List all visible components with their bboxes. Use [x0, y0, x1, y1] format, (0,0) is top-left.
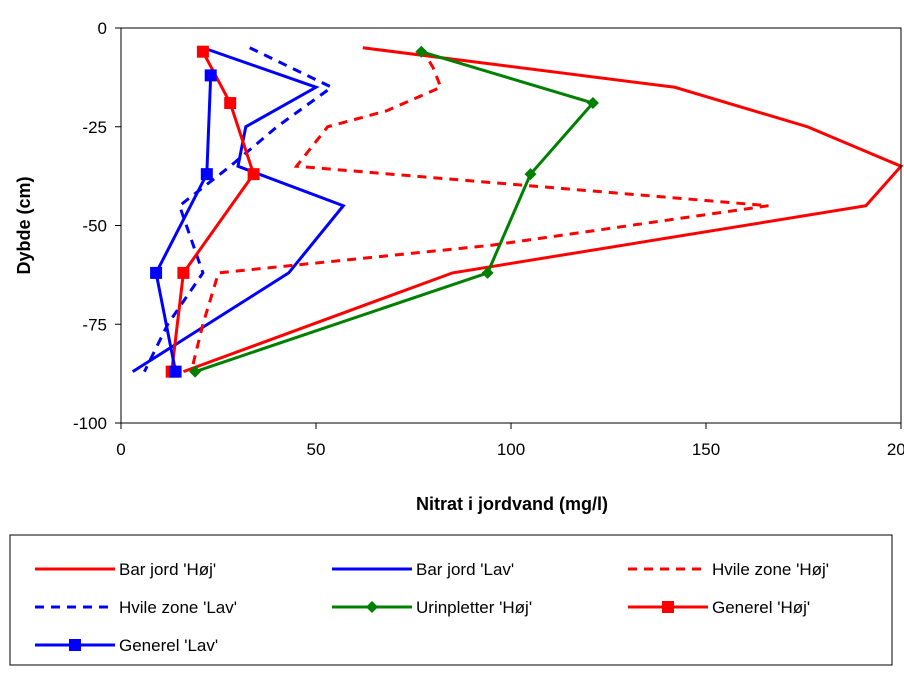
data-point: [196, 45, 209, 58]
series-line: [154, 75, 213, 372]
data-point: [200, 168, 213, 181]
series-0: [182, 46, 904, 374]
legend-item: Bar jord 'Lav': [332, 560, 514, 579]
data-point: [224, 97, 237, 110]
series-6: [150, 69, 217, 378]
legend-label: Generel 'Lav': [119, 636, 218, 655]
data-point: [481, 266, 494, 279]
series-5: [165, 45, 260, 378]
legend-label: Hvile zone 'Lav': [119, 598, 237, 617]
legend-box: [9, 534, 893, 666]
series-line: [143, 46, 335, 373]
legend-item: Hvile zone 'Lav': [35, 598, 237, 617]
legend-item: Generel 'Lav': [35, 636, 218, 655]
data-point: [177, 266, 190, 279]
legend-label: Hvile zone 'Høj': [712, 560, 829, 579]
data-point: [204, 69, 217, 82]
series-line: [189, 46, 769, 373]
data-point: [169, 365, 182, 378]
series-line: [194, 50, 596, 374]
legend-marker: [69, 639, 81, 651]
x-tick-label: 200: [887, 440, 904, 459]
legend-marker: [662, 601, 674, 613]
y-tick-label: 0: [98, 19, 107, 38]
x-tick-label: 50: [307, 440, 326, 459]
data-point: [524, 168, 537, 181]
axes: 0 -25 -50 -75 -100 0 50 100 150 200: [73, 19, 904, 459]
legend-item: Hvile zone 'Høj': [628, 560, 829, 579]
series-3: [143, 46, 335, 373]
x-tick-label: 0: [116, 440, 125, 459]
legend: Bar jord 'Høj' Bar jord 'Lav' Hvile zone '…: [9, 534, 893, 666]
legend-marker: [366, 601, 378, 613]
legend-label: Bar jord 'Lav': [416, 560, 514, 579]
data-point: [247, 168, 260, 181]
plot-frame: [120, 27, 902, 424]
legend-label: Urinpletter 'Høj': [416, 598, 532, 617]
series-line: [182, 46, 904, 374]
x-axis-title: Nitrat i jordvand (mg/l): [416, 494, 608, 514]
series-line: [131, 46, 346, 373]
series-1: [131, 46, 346, 373]
x-tick-label: 100: [497, 440, 525, 459]
data-point: [189, 365, 202, 378]
data-point: [415, 45, 428, 58]
data-point: [150, 266, 163, 279]
x-tick-label: 150: [692, 440, 720, 459]
legend-label: Generel 'Høj': [712, 598, 810, 617]
series-line: [170, 50, 256, 372]
y-tick-label: -50: [82, 217, 107, 236]
data-point: [586, 97, 599, 110]
plot-area: [131, 45, 904, 378]
legend-item: Bar jord 'Høj': [35, 560, 216, 579]
legend-item: Generel 'Høj': [628, 598, 810, 617]
legend-item: Urinpletter 'Høj': [332, 598, 532, 617]
y-tick-label: -25: [82, 118, 107, 137]
y-tick-label: -75: [82, 315, 107, 334]
y-axis-title: Dybde (cm): [14, 176, 34, 274]
series-2: [189, 46, 769, 373]
y-tick-label: -100: [73, 414, 107, 433]
series-4: [189, 45, 599, 378]
legend-label: Bar jord 'Høj': [119, 560, 216, 579]
